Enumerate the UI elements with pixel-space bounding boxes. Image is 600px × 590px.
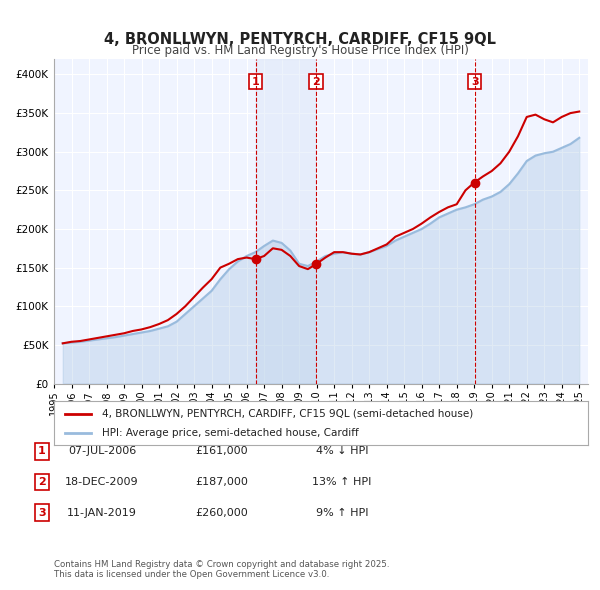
Text: HPI: Average price, semi-detached house, Cardiff: HPI: Average price, semi-detached house,… bbox=[102, 428, 359, 438]
Text: £161,000: £161,000 bbox=[196, 447, 248, 456]
Text: 2: 2 bbox=[312, 77, 320, 87]
Text: £187,000: £187,000 bbox=[196, 477, 248, 487]
Text: 9% ↑ HPI: 9% ↑ HPI bbox=[316, 508, 368, 517]
Text: 11-JAN-2019: 11-JAN-2019 bbox=[67, 508, 137, 517]
Text: 3: 3 bbox=[38, 508, 46, 517]
Text: £260,000: £260,000 bbox=[196, 508, 248, 517]
Text: 07-JUL-2006: 07-JUL-2006 bbox=[68, 447, 136, 456]
Text: 3: 3 bbox=[471, 77, 479, 87]
Text: 1: 1 bbox=[252, 77, 260, 87]
Text: 13% ↑ HPI: 13% ↑ HPI bbox=[313, 477, 371, 487]
Text: 4, BRONLLWYN, PENTYRCH, CARDIFF, CF15 9QL: 4, BRONLLWYN, PENTYRCH, CARDIFF, CF15 9Q… bbox=[104, 32, 496, 47]
Text: 1: 1 bbox=[38, 447, 46, 456]
Text: 4% ↓ HPI: 4% ↓ HPI bbox=[316, 447, 368, 456]
Text: 2: 2 bbox=[38, 477, 46, 487]
Text: 4, BRONLLWYN, PENTYRCH, CARDIFF, CF15 9QL (semi-detached house): 4, BRONLLWYN, PENTYRCH, CARDIFF, CF15 9Q… bbox=[102, 409, 473, 418]
Text: Price paid vs. HM Land Registry's House Price Index (HPI): Price paid vs. HM Land Registry's House … bbox=[131, 44, 469, 57]
Text: 18-DEC-2009: 18-DEC-2009 bbox=[65, 477, 139, 487]
Text: Contains HM Land Registry data © Crown copyright and database right 2025.
This d: Contains HM Land Registry data © Crown c… bbox=[54, 560, 389, 579]
Bar bbox=[256, 59, 316, 384]
